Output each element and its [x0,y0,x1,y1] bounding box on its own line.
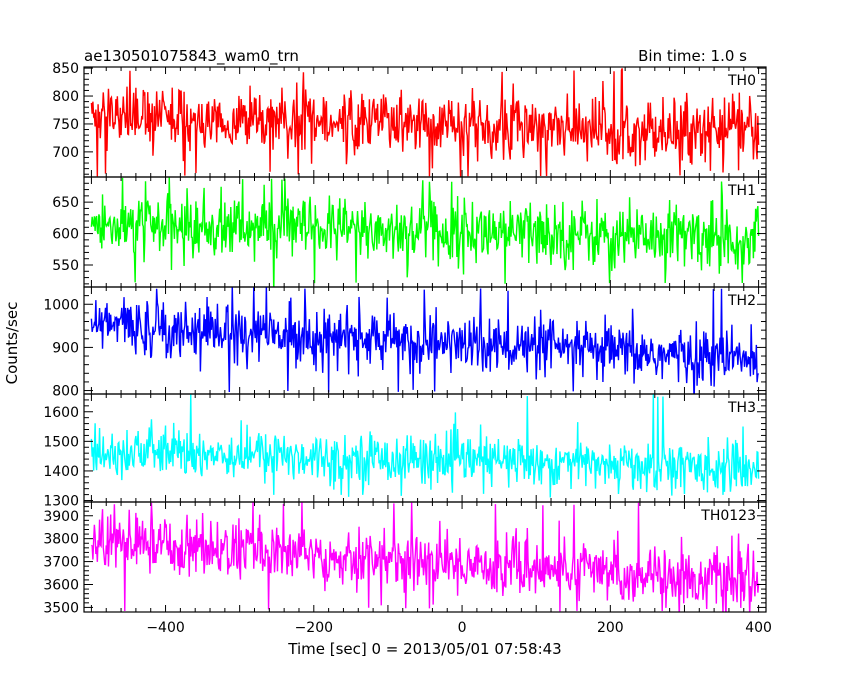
y-tick-label: 1600 [43,405,79,421]
series-th0-line [90,68,760,177]
y-tick-label: 1000 [43,297,79,313]
y-tick-label: 750 [52,117,79,133]
y-tick-label: 700 [52,145,79,161]
x-axis-label: Time [sec] 0 = 2013/05/01 07:58:43 [287,640,561,658]
series-th0123-line [90,502,760,612]
y-tick-label: 1400 [43,464,79,480]
y-tick-label: 3800 [43,532,79,548]
panel-th2: 800 900 1000 TH2 [43,286,767,400]
y-tick-label: 800 [52,89,79,105]
series-th2-line [90,287,760,394]
y-axis-label: Counts/sec [3,302,21,385]
y-tick-label: 550 [52,258,79,274]
figure-title: ae130501075843_wam0_trn [84,47,299,66]
panel-label-th0123: TH0123 [700,508,756,524]
panel-label-th3: TH3 [727,400,756,416]
x-tick-label: 400 [745,620,772,636]
y-tick-label: 3700 [43,555,79,571]
y-tick-label: 800 [52,384,79,400]
panel-th1: 550 600 650 TH1 [52,176,767,288]
y-tick-label: 600 [52,227,79,243]
y-tick-label: 3900 [43,509,79,525]
y-tick-label: 3500 [43,600,79,616]
x-tick-label: 0 [458,620,467,636]
y-tick-label: 900 [52,340,79,356]
x-tick-label: −200 [295,620,333,636]
y-tick-label: 1300 [43,494,79,510]
y-tick-label: 3600 [43,578,79,594]
panels-group: 700 750 800 850 TH0 550 600 650 TH1 800 900 1000 TH2… [43,61,767,616]
series-th1-line [90,177,760,287]
panel-th0123: 3500 3600 3700 3800 3900 TH0123 [43,501,767,616]
panel-label-th2: TH2 [727,293,756,309]
y-tick-label: 1500 [43,434,79,450]
x-tick-label: 200 [597,620,624,636]
panel-th0: 700 750 800 850 TH0 [52,61,767,178]
panel-th3: 1300 1400 1500 1600 TH3 [43,393,767,510]
x-tick-label: −400 [146,620,184,636]
panel-label-th1: TH1 [727,183,756,199]
panel-label-th0: TH0 [727,73,756,89]
y-tick-label: 850 [52,61,79,77]
bin-time-label: Bin time: 1.0 s [638,47,747,65]
y-tick-label: 650 [52,195,79,211]
x-axis: −400 −200 0 200 400 [146,620,772,636]
series-th3-line [90,394,760,498]
